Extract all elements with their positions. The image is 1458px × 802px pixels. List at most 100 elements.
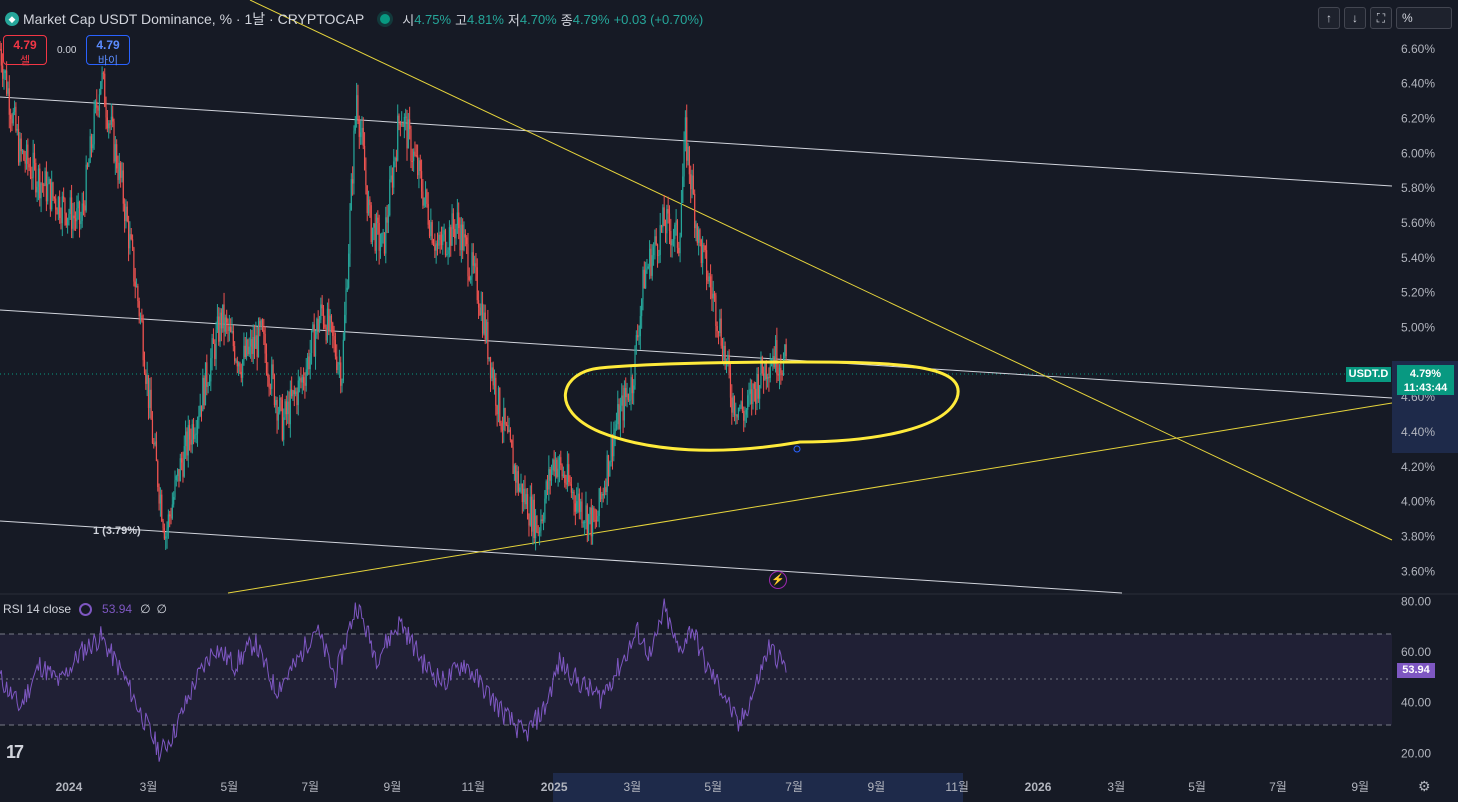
- rsi-settings-icon[interactable]: [79, 602, 93, 616]
- candle-body: [491, 367, 493, 379]
- candle-body: [275, 399, 277, 406]
- candle-body: [642, 269, 644, 300]
- candle-body: [731, 397, 733, 413]
- candles-group: [0, 40, 787, 551]
- channel-bottom-line[interactable]: [0, 520, 1123, 594]
- candle-body: [24, 160, 26, 164]
- gear-icon[interactable]: ⚙: [1418, 778, 1431, 794]
- candle-body: [702, 244, 704, 264]
- annotation-label[interactable]: 1 (3.79%): [93, 525, 141, 537]
- candle-body: [308, 356, 310, 370]
- candle-body: [2, 65, 4, 79]
- candle-body: [138, 301, 140, 317]
- ascending-trendline[interactable]: [227, 402, 1393, 594]
- candle-body: [641, 299, 643, 317]
- candle-body: [525, 494, 527, 505]
- candle-body: [401, 124, 403, 126]
- candle-body: [566, 464, 569, 485]
- rsi-tick-label: 40.00: [1401, 696, 1431, 710]
- candle-body: [349, 209, 351, 254]
- candle-body: [472, 252, 474, 266]
- candle-body: [483, 312, 485, 334]
- candle-body: [752, 383, 754, 404]
- candle-body: [736, 414, 738, 418]
- candle-body: [273, 375, 276, 406]
- candle-body: [488, 357, 490, 359]
- candle-body: [446, 254, 448, 256]
- tradingview-logo-icon[interactable]: 17: [6, 742, 24, 762]
- candle-body: [383, 232, 386, 254]
- candle-body: [745, 409, 747, 415]
- candle-body: [598, 488, 600, 516]
- candle-body: [719, 318, 721, 334]
- candle-body: [432, 243, 435, 246]
- candle-body: [304, 383, 306, 386]
- candle-body: [747, 395, 749, 410]
- scale-selector[interactable]: %: [1396, 7, 1452, 29]
- candle-body: [475, 263, 477, 268]
- candle-body: [578, 493, 580, 512]
- candle-body: [6, 70, 8, 94]
- channel-top-line[interactable]: [0, 96, 1393, 187]
- arrow-down-icon[interactable]: ↓: [1344, 7, 1366, 29]
- candle-body: [630, 377, 632, 400]
- candle-body: [277, 412, 279, 421]
- candle-body: [341, 380, 343, 386]
- candle-body: [545, 481, 547, 499]
- price-tick-label: 3.80%: [1401, 530, 1435, 544]
- candle-body: [561, 465, 563, 477]
- candle-body: [627, 393, 629, 400]
- candle-body: [577, 493, 579, 502]
- candle-body: [177, 469, 179, 477]
- candle-body: [296, 391, 298, 406]
- candle-body: [261, 320, 264, 331]
- chart-title[interactable]: Market Cap USDT Dominance, % · 1날 · CRYP…: [23, 11, 365, 27]
- close-value: 4.79%: [572, 11, 610, 27]
- candle-body: [645, 270, 647, 289]
- candle-body: [391, 175, 394, 188]
- buy-button[interactable]: 4.79 바이: [86, 35, 130, 67]
- price-tick-label: 6.60%: [1401, 42, 1435, 56]
- time-axis[interactable]: 2024 3월 5월 7월 9월 11월 2025 3월 5월 7월 9월 11월 2026 3월 5월 7월…: [56, 780, 1369, 794]
- candle-body: [289, 389, 291, 425]
- candle-body: [450, 227, 452, 246]
- candle-body: [31, 177, 33, 179]
- candle-body: [230, 326, 232, 332]
- drawing-anchor-handle[interactable]: [793, 445, 801, 453]
- price-axis[interactable]: 6.80%6.60%6.40%6.20%6.00%5.80%5.60%5.40%…: [1401, 7, 1435, 578]
- fullscreen-icon[interactable]: ⛶: [1370, 7, 1392, 29]
- time-tick-label: 9월: [867, 780, 885, 794]
- candle-body: [293, 390, 295, 395]
- candle-body: [556, 459, 558, 477]
- candle-body: [428, 224, 431, 237]
- candle-body: [519, 487, 521, 492]
- candle-body: [597, 515, 599, 522]
- candle-body: [534, 516, 537, 539]
- candle-body: [761, 356, 763, 374]
- descending-trendline[interactable]: [249, 0, 1393, 541]
- candle-body: [145, 373, 147, 384]
- candle-body: [454, 228, 456, 239]
- lightning-icon[interactable]: ⚡: [769, 571, 787, 589]
- main-pane[interactable]: [0, 0, 1392, 594]
- top-right-toolbar: ↑ ↓ ⛶ %: [1318, 7, 1452, 29]
- candle-body: [610, 435, 612, 462]
- candle-body: [142, 321, 144, 361]
- candle-body: [39, 168, 41, 199]
- current-price-badge: 4.79% 11:43:44: [1397, 365, 1454, 395]
- low-label: 저: [507, 12, 520, 28]
- candle-body: [647, 266, 649, 269]
- candle-body: [33, 152, 36, 163]
- candle-body: [769, 366, 771, 378]
- rsi-legend[interactable]: RSI 14 close 53.94 ∅ ∅: [3, 602, 167, 616]
- candle-body: [16, 128, 18, 131]
- buy-label: 바이: [97, 55, 119, 67]
- sell-button[interactable]: 4.79 셀: [3, 35, 47, 67]
- candle-body: [411, 160, 413, 162]
- candle-body: [76, 208, 78, 222]
- rsi-axis[interactable]: 80.00 60.00 40.00 20.00: [1401, 595, 1431, 761]
- highlight-ellipse-drawing[interactable]: [564, 360, 960, 452]
- candle-body: [269, 387, 272, 389]
- arrow-up-icon[interactable]: ↑: [1318, 7, 1340, 29]
